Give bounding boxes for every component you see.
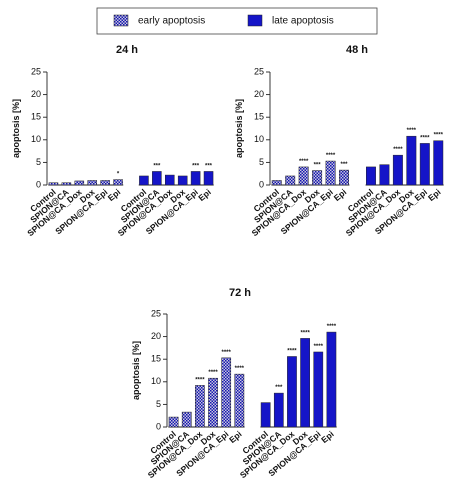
- bar: [433, 140, 444, 186]
- bar: [285, 175, 296, 186]
- y-tick-label: 10: [254, 134, 264, 144]
- bar: [74, 180, 85, 186]
- bar: [100, 180, 110, 186]
- bar: [406, 135, 417, 186]
- legend-label: late apoptosis: [272, 16, 334, 27]
- bar: [203, 171, 214, 186]
- legend-swatch: [113, 14, 129, 27]
- chart-title: 48 h: [346, 44, 368, 56]
- y-tick-label: 15: [151, 354, 161, 364]
- y-tick-label: 5: [36, 157, 41, 167]
- bar: [287, 356, 297, 428]
- bar: [325, 160, 336, 186]
- bar: [48, 182, 59, 186]
- bar: [164, 174, 175, 186]
- significance-label: ***: [341, 162, 349, 168]
- x-tick-label: Epi: [196, 187, 213, 203]
- significance-label: ****: [393, 147, 403, 153]
- significance-label: ****: [208, 370, 218, 376]
- significance-label: ****: [222, 350, 232, 356]
- y-tick-label: 20: [254, 89, 264, 99]
- legend-swatch: [247, 14, 263, 27]
- x-tick-label: Epi: [106, 187, 123, 203]
- bar: [87, 180, 98, 186]
- legend-label: early apoptosis: [138, 16, 205, 27]
- y-tick-label: 5: [156, 399, 161, 409]
- x-tick-label: Epi: [227, 429, 244, 445]
- chart-title: 24 h: [116, 44, 138, 56]
- y-tick-label: 0: [156, 421, 161, 431]
- y-axis-label: apoptosis [%]: [131, 341, 141, 400]
- significance-label: ****: [287, 348, 297, 354]
- significance-label: ****: [420, 135, 430, 141]
- significance-label: ****: [327, 324, 337, 330]
- y-axis-label: apoptosis [%]: [234, 99, 244, 158]
- y-tick-label: 15: [31, 112, 41, 122]
- bar: [379, 164, 390, 186]
- bar: [312, 170, 323, 186]
- bar: [366, 166, 376, 186]
- chart-title: 72 h: [229, 287, 251, 299]
- bar: [313, 351, 324, 428]
- significance-label: ***: [314, 163, 322, 169]
- bar: [139, 175, 149, 186]
- x-tick-label: Epi: [319, 429, 336, 445]
- y-tick-label: 10: [151, 376, 161, 386]
- significance-label: ****: [326, 153, 336, 159]
- y-tick-label: 0: [259, 179, 264, 189]
- significance-label: ***: [205, 163, 213, 169]
- bar: [208, 377, 218, 428]
- significance-label: ****: [314, 344, 324, 350]
- significance-label: ***: [153, 163, 161, 169]
- significance-label: ****: [407, 128, 417, 134]
- bar: [234, 373, 245, 428]
- bar: [195, 385, 205, 428]
- bar: [61, 182, 72, 186]
- significance-label: ****: [299, 159, 309, 165]
- bar: [298, 166, 309, 186]
- bar: [152, 171, 162, 186]
- x-tick-label: Epi: [426, 187, 443, 203]
- bar: [273, 392, 284, 428]
- bar: [168, 416, 179, 428]
- significance-label: ****: [195, 377, 205, 383]
- significance-label: ***: [192, 163, 200, 169]
- bar: [260, 402, 271, 428]
- bar: [271, 180, 282, 186]
- y-tick-label: 20: [151, 331, 161, 341]
- y-tick-label: 0: [36, 179, 41, 189]
- y-axis-label: apoptosis [%]: [11, 99, 21, 158]
- x-tick-label: Epi: [332, 187, 349, 203]
- y-tick-label: 25: [151, 308, 161, 318]
- significance-label: *: [117, 172, 120, 178]
- y-tick-label: 25: [254, 66, 264, 76]
- y-tick-label: 15: [254, 112, 264, 122]
- bar: [419, 143, 430, 186]
- bar: [326, 331, 337, 428]
- bar: [221, 357, 232, 428]
- significance-label: ***: [275, 385, 283, 391]
- y-tick-label: 5: [259, 157, 264, 167]
- legend-box: [96, 7, 378, 35]
- significance-label: ****: [235, 366, 245, 372]
- bar: [190, 171, 201, 186]
- bar: [339, 169, 350, 186]
- bar: [392, 154, 403, 186]
- bar: [181, 411, 192, 428]
- bar: [113, 179, 123, 186]
- bar: [177, 175, 188, 186]
- y-tick-label: 25: [31, 66, 41, 76]
- significance-label: ****: [434, 133, 444, 139]
- y-tick-label: 20: [31, 89, 41, 99]
- y-tick-label: 10: [31, 134, 41, 144]
- bar: [300, 338, 310, 428]
- significance-label: ****: [300, 330, 310, 336]
